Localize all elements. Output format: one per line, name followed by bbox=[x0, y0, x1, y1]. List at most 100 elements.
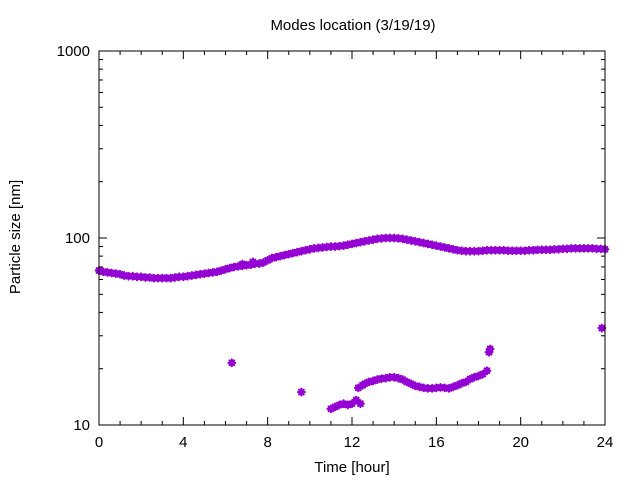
data-point bbox=[200, 269, 209, 279]
data-point bbox=[423, 239, 433, 249]
data-point bbox=[227, 358, 237, 368]
data-point bbox=[457, 378, 467, 388]
data-point bbox=[248, 257, 258, 267]
data-point bbox=[216, 266, 226, 275]
data-point bbox=[448, 382, 458, 392]
data-point bbox=[356, 237, 365, 247]
data-point bbox=[178, 272, 188, 282]
data-point bbox=[183, 271, 192, 281]
data-point bbox=[410, 381, 420, 391]
data-point bbox=[478, 369, 488, 379]
data-point bbox=[254, 259, 264, 268]
y-tick-label: 1000 bbox=[57, 43, 90, 60]
data-point bbox=[351, 238, 361, 248]
data-point bbox=[107, 268, 117, 278]
data-point bbox=[339, 399, 348, 409]
data-point bbox=[339, 241, 348, 251]
data-point bbox=[597, 323, 607, 333]
data-point bbox=[444, 383, 454, 393]
data-point bbox=[351, 395, 361, 405]
data-point bbox=[297, 246, 306, 256]
data-point bbox=[398, 234, 407, 244]
data-point bbox=[119, 271, 129, 280]
data-point bbox=[410, 236, 420, 246]
data-point bbox=[389, 372, 399, 382]
data-point bbox=[415, 237, 424, 247]
data-point bbox=[204, 268, 214, 278]
data-point bbox=[347, 239, 357, 249]
data-point bbox=[237, 259, 247, 269]
data-point bbox=[406, 379, 416, 389]
data-point bbox=[448, 244, 458, 254]
y-tick-label: 100 bbox=[65, 230, 90, 247]
plot-frame bbox=[98, 50, 606, 426]
data-point bbox=[368, 376, 378, 386]
x-axis-label: Time [hour] bbox=[314, 459, 389, 476]
data-point bbox=[465, 374, 475, 384]
data-point bbox=[267, 253, 277, 263]
data-point bbox=[453, 380, 462, 390]
data-point bbox=[482, 366, 492, 376]
data-point bbox=[111, 269, 121, 279]
y-axis-label: Particle size [nm] bbox=[7, 180, 24, 294]
data-point bbox=[103, 267, 112, 277]
axis-ticks: 0 4 8 12 16 20 24 10 100 1000 bbox=[57, 43, 614, 451]
data-point bbox=[469, 372, 479, 382]
data-point bbox=[271, 252, 281, 262]
data-point bbox=[419, 238, 429, 248]
data-point bbox=[461, 377, 471, 387]
data-point bbox=[402, 377, 412, 387]
x-tick-label: 4 bbox=[179, 434, 187, 451]
data-point bbox=[440, 243, 450, 252]
data-point bbox=[444, 243, 454, 253]
data-point bbox=[356, 399, 365, 409]
data-point bbox=[368, 235, 378, 245]
data-point bbox=[326, 404, 336, 414]
data-point bbox=[381, 373, 391, 383]
x-tick-label: 8 bbox=[263, 434, 271, 451]
data-point bbox=[431, 241, 441, 251]
data-point bbox=[301, 245, 311, 255]
data-point bbox=[292, 247, 302, 257]
x-tick-label: 24 bbox=[597, 434, 614, 451]
x-tick-label: 12 bbox=[344, 434, 361, 451]
data-point bbox=[305, 244, 315, 254]
data-point bbox=[436, 242, 445, 251]
data-point bbox=[221, 264, 230, 274]
data-point bbox=[136, 272, 146, 282]
data-point bbox=[353, 383, 363, 393]
data-point bbox=[259, 258, 268, 267]
data-point bbox=[280, 250, 289, 260]
chart-title: Modes location (3/19/19) bbox=[270, 17, 435, 34]
data-point bbox=[115, 269, 125, 279]
data-point bbox=[474, 371, 483, 381]
data-point bbox=[275, 251, 285, 261]
data-point bbox=[208, 267, 218, 277]
data-point bbox=[485, 344, 495, 354]
data-point bbox=[297, 387, 306, 397]
data-point bbox=[334, 400, 344, 410]
data-point bbox=[170, 273, 180, 282]
data-point bbox=[364, 377, 374, 387]
data-point bbox=[406, 236, 416, 245]
data-point bbox=[402, 235, 412, 245]
data-point bbox=[372, 375, 382, 384]
data-point bbox=[347, 399, 357, 409]
data-points bbox=[94, 233, 610, 414]
data-point bbox=[187, 271, 197, 280]
data-point bbox=[330, 402, 340, 412]
data-point bbox=[225, 263, 235, 273]
data-point bbox=[343, 240, 353, 250]
data-point bbox=[145, 273, 154, 282]
data-point bbox=[343, 400, 353, 410]
x-tick-label: 20 bbox=[512, 434, 529, 451]
data-point bbox=[212, 267, 222, 277]
x-tick-label: 16 bbox=[428, 434, 445, 451]
data-point bbox=[128, 271, 138, 281]
data-point bbox=[98, 267, 108, 277]
data-point bbox=[263, 255, 273, 265]
data-point bbox=[166, 273, 176, 283]
data-point bbox=[360, 379, 370, 389]
data-point bbox=[284, 249, 294, 259]
